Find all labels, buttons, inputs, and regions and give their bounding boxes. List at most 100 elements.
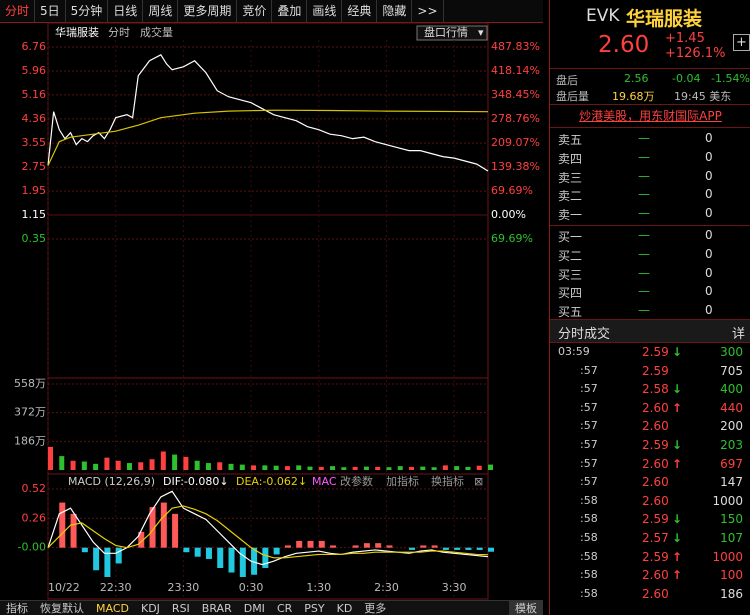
mac-label: MAC [312, 475, 337, 488]
macd-title: MACD (12,26,9) [68, 475, 155, 488]
y2-tick-label: 209.07% [491, 136, 540, 149]
indicator-tab[interactable]: PSY [304, 602, 325, 615]
trade-time: :57 [580, 456, 598, 470]
period-tab[interactable]: 经典 [342, 0, 378, 22]
stock-name: 华瑞服装 [55, 25, 99, 39]
period-tab[interactable]: 5日 [35, 0, 66, 22]
order-level: 买二 [558, 248, 583, 263]
order-level: 买五 [558, 305, 583, 320]
indicator-tab[interactable]: KDJ [140, 602, 160, 615]
trade-time: :58 [580, 531, 598, 544]
volume-bar [262, 465, 268, 470]
indicator-tab[interactable]: KD [336, 602, 353, 615]
promo-banner[interactable]: 炒港美股，用东财国际APP [579, 109, 722, 123]
template-button[interactable]: 模板 [509, 601, 543, 615]
macd-button[interactable]: 改参数 [340, 474, 373, 488]
macd-bar [386, 545, 393, 548]
macd-bar [465, 547, 472, 550]
chart-tab[interactable]: 分时 [108, 26, 130, 39]
indicator-tab[interactable]: 指标 [6, 602, 28, 615]
y-tick-label: 1.15 [22, 208, 47, 221]
trade-time: :57 [580, 382, 598, 396]
period-tab[interactable]: 分时 [0, 0, 36, 22]
y-tick-label: -0.00 [18, 541, 46, 554]
indicator-tab[interactable]: 恢复默认 [40, 602, 84, 615]
dif-label: DIF:-0.080↓ [163, 475, 229, 488]
macd-bar [239, 547, 246, 578]
chart-tab[interactable]: 成交量 [140, 25, 173, 39]
trade-volume: 697 [720, 456, 743, 471]
order-price: — [638, 228, 650, 242]
period-tab[interactable]: 叠加 [272, 0, 308, 22]
indicator-tab[interactable]: BRAR [201, 602, 232, 615]
trade-price: 2.60 [642, 493, 669, 508]
volume-bar [115, 460, 121, 470]
more-tabs[interactable]: >> [412, 0, 444, 22]
macd-bar [442, 547, 449, 550]
volume-bar [352, 466, 358, 470]
macd-bar [160, 502, 167, 548]
trade-volume: 1000 [712, 493, 743, 508]
x-tick-label: 0:30 [239, 581, 264, 594]
macd-bar [330, 545, 337, 548]
trade-direction: ↑ [672, 568, 683, 583]
macd-bar [352, 545, 359, 548]
divider [550, 68, 750, 69]
trade-price: 2.57 [642, 531, 669, 545]
indicator-tab[interactable]: DMI [243, 602, 265, 615]
macd-bar [138, 531, 145, 548]
volume-bar [375, 466, 381, 470]
macd-bar [420, 545, 427, 548]
volume-bar [81, 461, 87, 470]
volume-bar [341, 467, 347, 470]
y2-tick-label: 348.45% [491, 88, 540, 101]
y-tick-label: 1.95 [22, 184, 47, 197]
macd-button[interactable]: 加指标 [386, 474, 419, 488]
trade-direction: ↑ [672, 400, 683, 415]
period-tab[interactable]: 画线 [307, 0, 343, 22]
trade-volume: 300 [720, 345, 743, 359]
trade-direction: ↓ [672, 345, 683, 359]
trade-price: 2.59 [642, 438, 669, 452]
overlay-button-box[interactable] [416, 25, 488, 41]
macd-button[interactable]: 换指标 [431, 474, 464, 488]
overlay-button[interactable]: 盘口行情 [424, 25, 468, 39]
indicator-tab[interactable]: MACD [96, 602, 129, 615]
trade-price: 2.58 [642, 382, 669, 397]
order-volume: 0 [705, 246, 713, 261]
trade-direction: ↓ [672, 382, 683, 397]
order-volume: 0 [705, 265, 713, 280]
period-tab[interactable]: 更多周期 [178, 0, 238, 22]
order-price: — [638, 149, 650, 164]
volume-bar [228, 463, 234, 470]
trade-price: 2.60 [642, 475, 669, 490]
macd-bar [81, 547, 88, 553]
trades-detail[interactable]: 详 [732, 327, 746, 342]
volume-bar [194, 460, 200, 470]
order-volume: 0 [705, 303, 713, 318]
order-price: — [638, 246, 650, 261]
order-price: — [638, 206, 650, 221]
order-level: 买四 [558, 286, 583, 301]
period-tab[interactable]: 周线 [143, 0, 179, 22]
add-watchlist[interactable]: + [733, 34, 750, 51]
divider [550, 225, 750, 226]
period-tab[interactable]: 竞价 [237, 0, 273, 22]
stock-name: 华瑞服装 [626, 8, 703, 30]
volume-bar [217, 462, 223, 470]
volume-bar [160, 451, 166, 470]
indicator-tab[interactable]: RSI [171, 602, 190, 615]
trade-volume: 400 [720, 382, 743, 397]
macd-close[interactable]: ⊠ [474, 475, 483, 488]
period-tab[interactable]: 5分钟 [66, 0, 109, 22]
volume-bar [172, 454, 178, 470]
indicator-tab[interactable]: CR [276, 602, 293, 615]
volume-bar [126, 463, 132, 470]
y-tick-label: 2.75 [22, 160, 47, 173]
price-line [47, 53, 489, 172]
trade-price: 2.60 [642, 400, 669, 415]
indicator-tab[interactable]: 更多 [364, 602, 387, 615]
period-tab[interactable]: 隐藏 [377, 0, 413, 22]
period-tab[interactable]: 日线 [108, 0, 144, 22]
y-tick-label: 372万 [14, 406, 46, 419]
